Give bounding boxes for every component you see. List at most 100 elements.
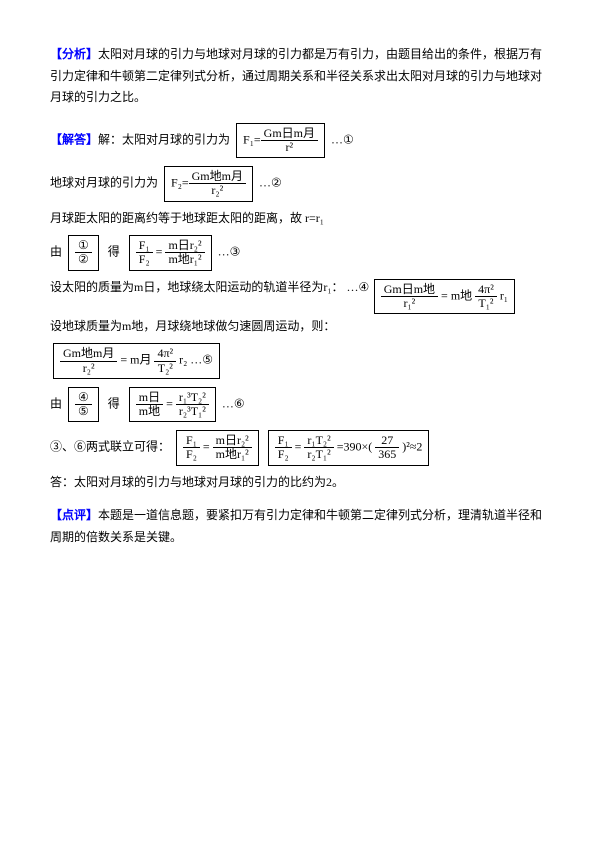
r2c-t: ④ xyxy=(75,391,92,405)
f3-rf: 4π²T₁² xyxy=(475,283,497,310)
f2-frac: Gm地m月r₂² xyxy=(189,170,246,197)
solution-line7: 由 ④⑤ 得 m日m地 = r₁³T₂²r₂³T₁² …⑥ xyxy=(50,385,545,424)
r2c: ④⑤ xyxy=(75,391,92,418)
f4-lhs: Gm地m月r₂² xyxy=(60,347,117,374)
f5a-rn: m日r₂² xyxy=(213,434,252,448)
f5b-eq: = xyxy=(295,440,302,454)
line5-post: …④ xyxy=(347,280,370,294)
f1-num: Gm日m月 xyxy=(261,127,318,141)
f3-tail: r₁ xyxy=(500,288,508,302)
f5a-ln: F₁ xyxy=(183,434,200,448)
f5b-val: =390×( xyxy=(337,440,373,454)
rf-right: m日r₂²m地r₁² xyxy=(165,239,204,266)
line4-post: …③ xyxy=(218,245,241,259)
formula4-box: Gm地m月r₂² = m月 4π²T₂² r₂ …⑤ xyxy=(53,343,220,378)
r2f-l: m日m地 xyxy=(136,391,163,418)
review-section: 【点评】本题是一道信息题，要紧扣万有引力定律和牛顿第二定律列式分析，理清轨道半径… xyxy=(50,505,545,548)
solution-line8: ③、⑥两式联立可得： F₁F₂ = m日r₂²m地r₁² F₁F₂ = r₁T₂… xyxy=(50,428,545,467)
solution-line9: 答：太阳对月球的引力与地球对月球的引力的比约为2。 xyxy=(50,472,545,494)
r2c-b: ⑤ xyxy=(75,405,92,418)
f2-num: Gm地m月 xyxy=(189,170,246,184)
f4-ld: r₂² xyxy=(60,362,117,375)
f1-den: r² xyxy=(261,141,318,154)
analysis-para: 【分析】太阳对月球的引力与地球对月球的引力都是万有引力，由题目给出的条件，根据万… xyxy=(50,44,545,109)
f2-den: r₂² xyxy=(189,184,246,197)
f5b-md: r₂T₁² xyxy=(304,448,333,461)
ratio-formula-box: F₁F₂ = m日r₂²m地r₁² xyxy=(129,235,212,270)
solution-line2: 地球对月球的引力为 F₂=Gm地m月r₂² …② xyxy=(50,164,545,203)
f1-frac: Gm日m月r² xyxy=(261,127,318,154)
formula3-box: Gm日m地r₁² = m地 4π²T₁² r₁ xyxy=(374,279,515,314)
line8-pre: ③、⑥两式联立可得： xyxy=(50,440,173,454)
line2-pre: 地球对月球的引力为 xyxy=(50,176,161,190)
r2f-ln: m日 xyxy=(136,391,163,405)
line4-pre: 由 xyxy=(50,245,62,259)
f3-eq: = xyxy=(441,288,448,302)
formula5b-box: F₁F₂ = r₁T₂²r₂T₁² =390×( 27365 )²≈2 xyxy=(268,430,430,465)
f5b-ld: F₂ xyxy=(275,448,292,461)
f3-rd: T₁² xyxy=(475,297,497,310)
f5b-fn: 27 xyxy=(375,434,399,448)
review-text: 本题是一道信息题，要紧扣万有引力定律和牛顿第二定律列式分析，理清轨道半径和周期的… xyxy=(50,508,542,544)
f3-rhs: m地 xyxy=(451,288,472,302)
rf-left: F₁F₂ xyxy=(136,239,153,266)
rf-rn: m日r₂² xyxy=(165,239,204,253)
rf-ld: F₂ xyxy=(136,253,153,266)
rf-rd: m地r₁² xyxy=(165,253,204,266)
f5b-f: 27365 xyxy=(375,434,399,461)
solution-section: 【解答】解：太阳对月球的引力为 F₁=Gm日m月r² …① 地球对月球的引力为 … xyxy=(50,121,545,493)
r2f-ld: m地 xyxy=(136,405,163,418)
review-heading: 【点评】 xyxy=(50,508,98,522)
line1-post: …① xyxy=(331,132,354,146)
ratio-circles-box: ①② xyxy=(68,235,99,270)
ratio2-circles-box: ④⑤ xyxy=(68,387,99,422)
f5a-l: F₁F₂ xyxy=(183,434,200,461)
r2f-rn: r₁³T₂² xyxy=(176,391,209,405)
f2-lhs: F₂= xyxy=(171,176,189,190)
line5-pre: 设太阳的质量为m日，地球绕太阳运动的轨道半径为r₁： xyxy=(50,280,344,294)
formula1-box: F₁=Gm日m月r² xyxy=(236,123,325,158)
f5a-r: m日r₂²m地r₁² xyxy=(213,434,252,461)
formula2-box: F₂=Gm地m月r₂² xyxy=(164,166,253,201)
ratio2-formula-box: m日m地 = r₁³T₂²r₂³T₁² xyxy=(129,387,216,422)
rc-top: ① xyxy=(75,239,92,253)
r2f-rd: r₂³T₁² xyxy=(176,405,209,418)
f4-rf: 4π²T₂² xyxy=(154,347,176,374)
rc-frac: ①② xyxy=(75,239,92,266)
rf-eq: = xyxy=(156,245,163,259)
f5b-mn: r₁T₂² xyxy=(304,434,333,448)
f1-lhs: F₁= xyxy=(243,132,261,146)
analysis-heading: 【分析】 xyxy=(50,47,98,61)
f5b-m: r₁T₂²r₂T₁² xyxy=(304,434,333,461)
solution-line6b: Gm地m月r₂² = m月 4π²T₂² r₂ …⑤ xyxy=(50,341,545,380)
f3-ld: r₁² xyxy=(381,297,438,310)
solution-heading: 【解答】 xyxy=(50,132,98,146)
rf-ln: F₁ xyxy=(136,239,153,253)
line7-pre: 由 xyxy=(50,396,62,410)
analysis-text: 太阳对月球的引力与地球对月球的引力都是万有引力，由题目给出的条件，根据万有引力定… xyxy=(50,47,542,104)
f5a-eq: = xyxy=(203,440,210,454)
formula5a-box: F₁F₂ = m日r₂²m地r₁² xyxy=(176,430,259,465)
line2-post: …② xyxy=(259,176,282,190)
f4-rd: T₂² xyxy=(154,362,176,375)
f5b-tail: )²≈2 xyxy=(402,440,422,454)
f5a-ld: F₂ xyxy=(183,448,200,461)
f5b-fd: 365 xyxy=(375,448,399,461)
f4-rn: 4π² xyxy=(154,347,176,361)
f4-tail: r₂ …⑤ xyxy=(179,353,213,367)
f3-ln: Gm日m地 xyxy=(381,283,438,297)
r2f-r: r₁³T₂²r₂³T₁² xyxy=(176,391,209,418)
solution-line3: 月球距太阳的距离约等于地球距太阳的距离，故 r=r₁ xyxy=(50,208,545,230)
rc-bot: ② xyxy=(75,253,92,266)
line7-post: …⑥ xyxy=(222,396,245,410)
review-para: 【点评】本题是一道信息题，要紧扣万有引力定律和牛顿第二定律列式分析，理清轨道半径… xyxy=(50,505,545,548)
f3-rn: 4π² xyxy=(475,283,497,297)
f5b-l: F₁F₂ xyxy=(275,434,292,461)
solution-line6: 设地球质量为m地，月球绕地球做匀速圆周运动，则： xyxy=(50,316,545,338)
f5b-ln: F₁ xyxy=(275,434,292,448)
analysis-section: 【分析】太阳对月球的引力与地球对月球的引力都是万有引力，由题目给出的条件，根据万… xyxy=(50,44,545,109)
f5a-rd: m地r₁² xyxy=(213,448,252,461)
solution-line5: 设太阳的质量为m日，地球绕太阳运动的轨道半径为r₁： Gm日m地r₁² = m地… xyxy=(50,277,545,299)
f4-rhs: m月 xyxy=(130,353,151,367)
r2f-eq: = xyxy=(166,396,173,410)
